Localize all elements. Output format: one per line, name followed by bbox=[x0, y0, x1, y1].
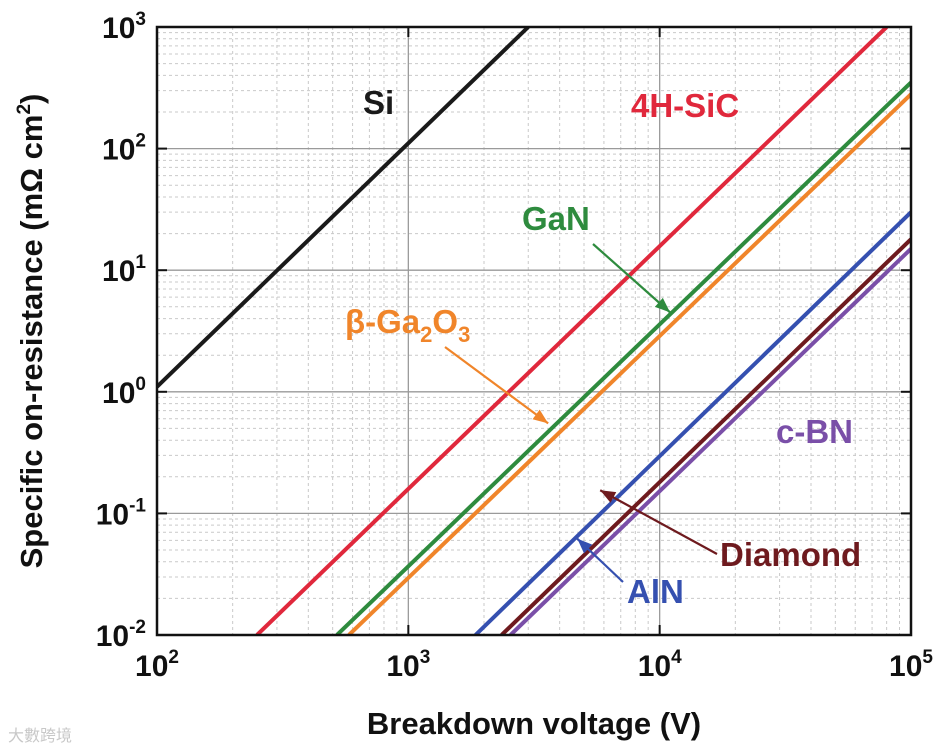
x-tick-label: 104 bbox=[638, 647, 682, 683]
y-tick-label: 102 bbox=[102, 131, 146, 167]
annotations: Si 4H-SiC GaN β-Ga2O3 c-BN Diamond AlN bbox=[345, 84, 861, 610]
x-tick-label: 103 bbox=[386, 647, 430, 683]
arrow-head-aln bbox=[577, 538, 593, 554]
series-label-aln: AlN bbox=[627, 573, 684, 610]
tick-marks bbox=[156, 26, 912, 636]
series-label-diamond: Diamond bbox=[720, 536, 861, 573]
y-tick-label: 100 bbox=[102, 374, 146, 410]
arrow-head-gan bbox=[654, 297, 671, 313]
series-line-diamond bbox=[500, 237, 911, 635]
series-layer bbox=[157, 27, 911, 635]
arrow-line--ga2o3 bbox=[444, 346, 549, 425]
series-label-gan: GaN bbox=[522, 200, 590, 237]
x-axis-label: Breakdown voltage (V) bbox=[367, 706, 701, 741]
y-tick-label: 10-2 bbox=[96, 617, 146, 653]
y-axis-label: Specific on-resistance (mΩ cm2) bbox=[14, 94, 49, 569]
series-line-c-bn bbox=[509, 247, 911, 635]
y-tick-label: 101 bbox=[102, 252, 146, 288]
series-line-4h-sic bbox=[255, 27, 889, 635]
series-label-c-bn: c-BN bbox=[776, 413, 853, 450]
y-tick-label: 10-1 bbox=[96, 495, 147, 531]
plot-frame bbox=[155, 25, 913, 637]
y-tick-label: 103 bbox=[102, 9, 146, 45]
series-label-4h-sic: 4H-SiC bbox=[631, 87, 739, 124]
arrow-line-gan bbox=[592, 243, 671, 314]
x-tick-label: 105 bbox=[889, 647, 933, 683]
x-tick-label: 102 bbox=[135, 647, 179, 683]
series-line-si bbox=[157, 27, 530, 389]
series-label--ga2o3: β-Ga2O3 bbox=[345, 303, 470, 347]
arrow-line-diamond bbox=[599, 489, 718, 555]
x-tick-labels: 102 103 104 105 bbox=[135, 647, 933, 683]
arrow-head--ga2o3 bbox=[532, 409, 549, 424]
series-line-aln bbox=[474, 210, 911, 635]
y-tick-labels: 10-2 10-1 100 101 102 103 bbox=[96, 9, 147, 653]
watermark-text: 大數跨境 bbox=[8, 726, 73, 745]
series-line--ga2o3 bbox=[347, 92, 911, 635]
series-label-si: Si bbox=[363, 84, 394, 121]
arrow-head-diamond bbox=[600, 490, 617, 503]
series-line-gan bbox=[335, 81, 911, 635]
